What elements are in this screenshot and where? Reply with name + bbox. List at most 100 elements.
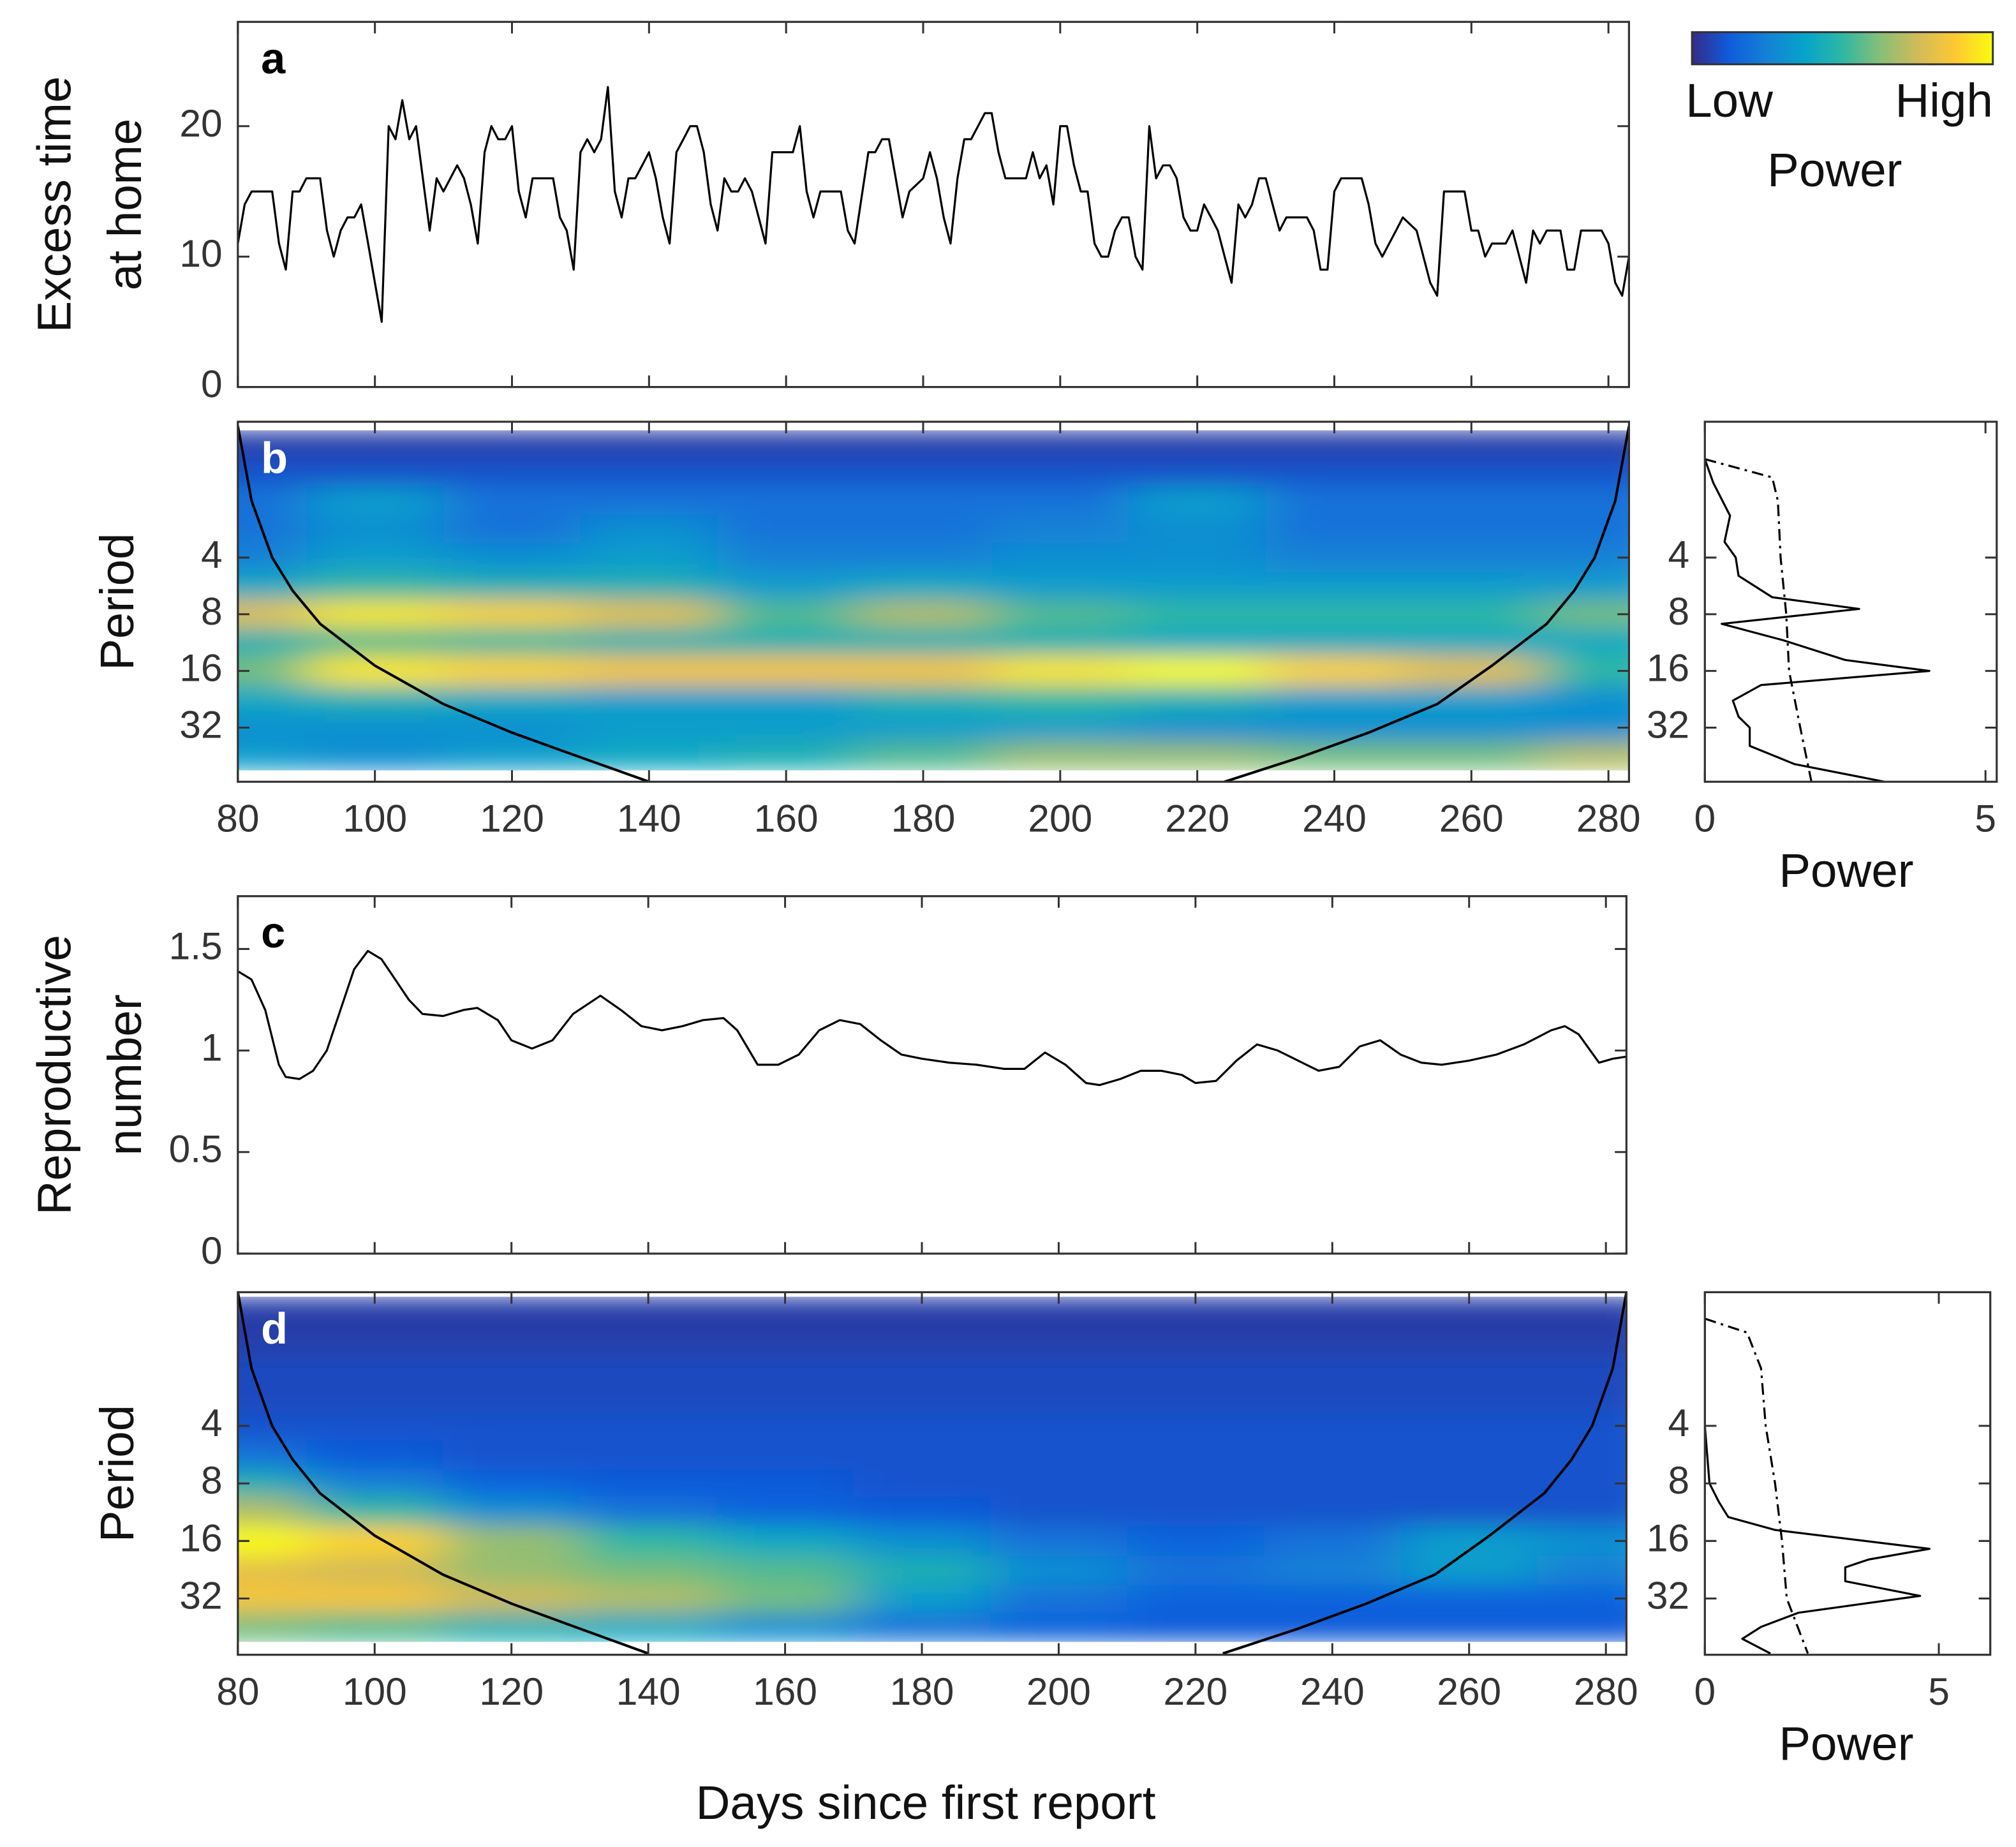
heat-cell [580, 655, 718, 686]
plot-area [1705, 1317, 1931, 1655]
heat-cell [1539, 741, 1629, 771]
x-tick-label: 180 [891, 797, 956, 840]
heat-cell [1539, 514, 1629, 544]
heat-cell [237, 572, 308, 602]
heat-cell [1539, 543, 1629, 573]
heat-cell [306, 714, 445, 743]
heat-cell [716, 1525, 854, 1557]
heat-cell [854, 430, 993, 459]
x-tick-label: 220 [1165, 797, 1229, 840]
heat-cell [1402, 655, 1541, 686]
y-tick-label: 8 [201, 1458, 223, 1502]
heat-cell [237, 627, 308, 656]
y-tick-label: 10 [179, 232, 222, 275]
heat-cell [1537, 1555, 1627, 1586]
heat-cell [1129, 600, 1267, 628]
y-tick-label: 4 [201, 1401, 223, 1444]
x-tick-label: 260 [1439, 797, 1504, 840]
line-series [1705, 1318, 1931, 1655]
x-tick-label: 5 [1928, 1670, 1950, 1713]
x-tick-label: 140 [616, 1670, 681, 1713]
heat-cell [854, 714, 993, 743]
heat-cell [1266, 457, 1404, 487]
heat-cell [443, 486, 581, 516]
plot-area [237, 949, 1627, 1087]
plot-area [237, 426, 1629, 782]
heat-cell [306, 543, 445, 573]
heat-cell [1129, 514, 1267, 544]
heat-cell [443, 1612, 581, 1642]
heat-cell [1402, 741, 1541, 771]
heat-cell [306, 655, 445, 686]
heat-cell [306, 1612, 444, 1642]
heat-cell [853, 1440, 991, 1471]
heat-cell [237, 430, 308, 459]
heat-cell [306, 486, 445, 516]
y-tick-label: 4 [1668, 533, 1689, 576]
heat-cell [854, 685, 993, 715]
heat-cell [306, 1411, 444, 1441]
y-axis-label: Period [91, 533, 144, 671]
heat-cell [1264, 1411, 1402, 1441]
heat-cell [1127, 1469, 1265, 1497]
x-axis-label: Power [1779, 844, 1913, 897]
heat-cell [716, 1612, 854, 1642]
heat-cell [716, 1411, 854, 1441]
heat-cell [991, 600, 1130, 628]
heat-cell [1537, 1585, 1627, 1613]
heat-cell [716, 1555, 854, 1586]
line-series [1705, 459, 1931, 782]
heat-cell [306, 1382, 444, 1412]
heat-cell [1539, 714, 1629, 743]
x-tick-label: 160 [753, 1670, 817, 1713]
heat-cell [1127, 1382, 1265, 1412]
heat-cell [1127, 1496, 1265, 1526]
heat-cell [1539, 600, 1629, 628]
heat-cell [990, 1496, 1128, 1526]
heat-cell [717, 514, 856, 544]
heat-cell [991, 514, 1130, 544]
y-tick-label: 8 [201, 590, 223, 633]
heat-cell [306, 1585, 444, 1613]
heat-cell [853, 1525, 991, 1557]
heat-cell [1264, 1496, 1402, 1526]
heat-cell [1266, 741, 1404, 771]
heat-cell [237, 1440, 308, 1471]
heat-cell [990, 1411, 1128, 1441]
colorbar-label: Power [1767, 144, 1902, 197]
heat-cell [717, 457, 856, 487]
heat-cell [1264, 1353, 1402, 1383]
y-axis-label: at home [98, 119, 151, 290]
x-tick-label: 0 [1694, 1670, 1716, 1713]
heat-cell [716, 1469, 854, 1497]
heat-cell [1264, 1555, 1402, 1586]
heat-cell [717, 714, 856, 743]
heat-cell [991, 572, 1130, 602]
heat-cell [853, 1411, 991, 1441]
heat-cell [1264, 1585, 1402, 1613]
heat-cell [237, 1555, 308, 1586]
heat-cell [990, 1324, 1128, 1354]
heat-cell [579, 1440, 718, 1471]
heat-cell [1264, 1324, 1402, 1354]
heat-cell [990, 1382, 1128, 1412]
y-tick-label: 8 [1668, 590, 1689, 633]
heat-cell [580, 486, 718, 516]
heat-cell [991, 714, 1130, 743]
heat-cell [1266, 600, 1404, 628]
x-tick-label: 280 [1574, 1670, 1638, 1713]
line-series [237, 85, 1629, 323]
heat-cell [306, 1555, 444, 1586]
heat-cell [1400, 1469, 1538, 1497]
heat-cell [717, 486, 856, 516]
heat-cell [306, 1496, 444, 1526]
heat-cell [443, 430, 581, 459]
heat-cell [579, 1353, 718, 1383]
heat-cell [443, 685, 581, 715]
y-tick-label: 0 [201, 1229, 223, 1272]
heat-cell [1400, 1496, 1538, 1526]
heat-cell [1266, 655, 1404, 686]
colorbar-high: High [1895, 74, 1992, 127]
